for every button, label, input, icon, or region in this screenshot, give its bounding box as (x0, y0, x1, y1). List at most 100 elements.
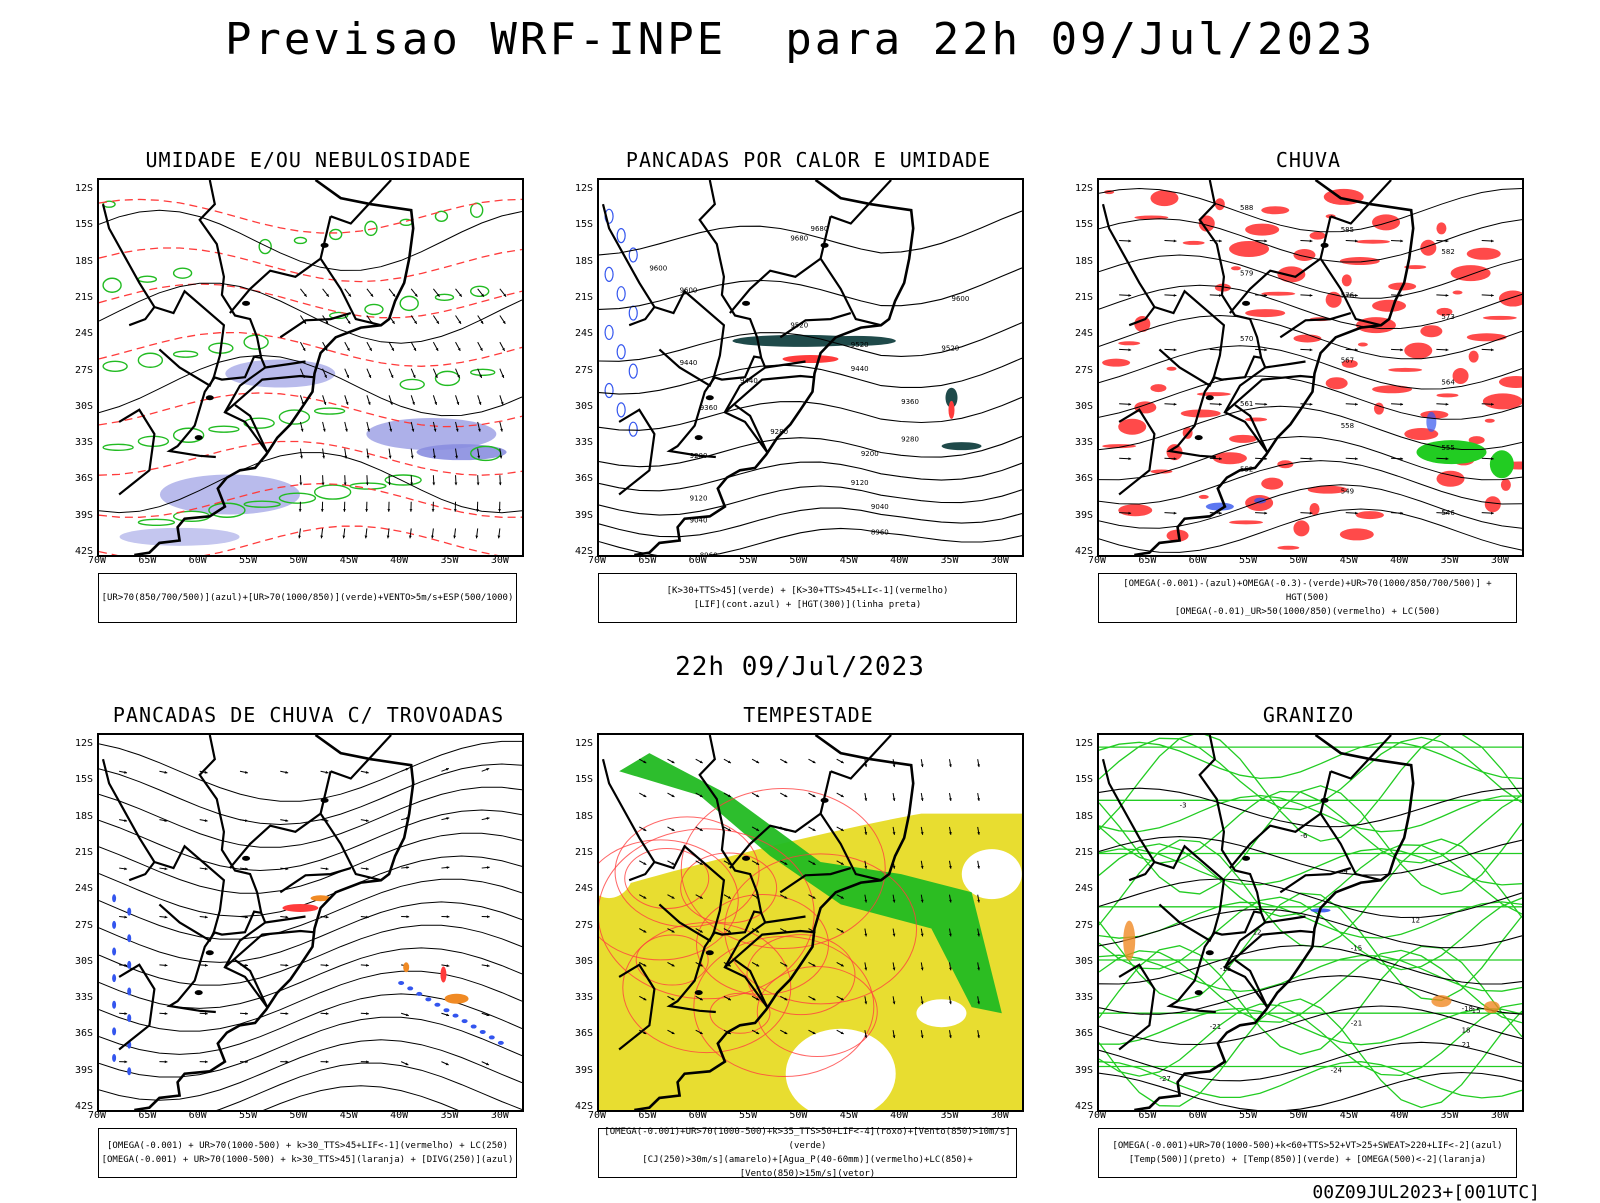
streamline-arrow-head (1400, 240, 1403, 243)
lat-tick-label: 33S (63, 992, 93, 1003)
lon-tick-label: 40W (384, 555, 414, 566)
border-line (129, 307, 154, 325)
divg-blue-area (112, 1054, 116, 1062)
humidity-blue-area (160, 475, 300, 515)
hgt300-label: 9520 (941, 345, 959, 353)
hgt300-label: 8960 (871, 528, 889, 536)
divg-blue-area (127, 961, 131, 969)
lif-blue-contour (605, 267, 613, 281)
streamline-arrow-head (406, 866, 409, 869)
streamline-arrow-head (124, 1060, 127, 1063)
temp850-green-contour (1099, 999, 1522, 1108)
temp-label: -3 (1180, 802, 1187, 810)
streamline-arrow-head (1446, 348, 1449, 351)
panel-title: PANCADAS POR CALOR E UMIDADE (557, 148, 1060, 172)
legend-box: [OMEGA(-0.001)-(azul)+OMEGA(-0.3)-(verde… (1098, 573, 1517, 623)
lat-tick-label: 24S (63, 883, 93, 894)
legend-line: [CJ(250)>30m/s](amarelo)+[Agua_P(40-60mm… (599, 1153, 1016, 1181)
rain-red-area (1483, 316, 1517, 320)
streamline-arrow-head (366, 964, 369, 967)
streamline-arrow-head (447, 915, 450, 918)
lon-tick-label: 50W (783, 1110, 813, 1121)
hgt300-label: 9200 (861, 450, 879, 458)
lon-tick-label: 65W (1132, 555, 1162, 566)
lon-tick-label: 30W (1485, 1110, 1515, 1121)
lat-tick-label: 27S (63, 365, 93, 376)
legend-line: [OMEGA(-0.001) + UR>70(1000-500) + k>30_… (99, 1139, 516, 1153)
rain-red-area (1150, 384, 1166, 392)
streamline-arrow-head (366, 1012, 369, 1015)
lon-tick-label: 50W (1283, 555, 1313, 566)
lat-tick-label: 18S (563, 811, 593, 822)
wind-vector-head (477, 482, 480, 485)
streamline-arrow-head (326, 1012, 329, 1015)
temp-label: -21 (1210, 1023, 1221, 1031)
humidity-green-contour (174, 351, 198, 357)
lat-tick-label: 39S (1063, 510, 1093, 521)
wind-vector-head (499, 482, 502, 485)
lat-tick-label: 33S (563, 437, 593, 448)
rain-red-area (1372, 214, 1400, 230)
map-canvas (99, 180, 522, 555)
lat-tick-label: 15S (63, 774, 93, 785)
lat-tick-label: 27S (1063, 920, 1093, 931)
rain-red-area (1420, 325, 1442, 337)
lif-blue-contour (629, 364, 637, 378)
humidity-green-contour (400, 379, 424, 389)
legend-box: [OMEGA(-0.001)+UR>70(1000-500)+k>35_TTS>… (598, 1128, 1017, 1178)
rain-red-area (1436, 222, 1446, 234)
lake-mark (321, 243, 329, 248)
lat-tick-label: 30S (563, 401, 593, 412)
hgt300-contour (599, 508, 1022, 537)
lif-blue-contour (617, 229, 625, 243)
divg-blue-area (127, 987, 131, 995)
lon-tick-label: 50W (1283, 1110, 1313, 1121)
temp850-green-contour (1099, 950, 1522, 1022)
lon-tick-label: 65W (632, 555, 662, 566)
rain-red-area (1197, 392, 1231, 396)
lake-mark (1195, 990, 1203, 995)
temp850-green-contour (1099, 844, 1522, 916)
lon-tick-label: 60W (683, 1110, 713, 1121)
cj250-gap (962, 849, 1022, 899)
thickness-red-dashed (99, 284, 522, 318)
streamline-arrow-head (406, 915, 409, 918)
thickness-red-dashed (99, 199, 522, 233)
lake-mark (695, 435, 703, 440)
border-line (821, 216, 881, 325)
streamline-arrow-head (1400, 348, 1403, 351)
pressure-black-contour (99, 210, 522, 270)
streamline-arrow-head (1400, 294, 1403, 297)
hgt300-contour (599, 397, 1022, 430)
streamline-arrow-head (1310, 457, 1313, 460)
lon-tick-label: 30W (1485, 555, 1515, 566)
lat-tick-label: 21S (63, 292, 93, 303)
lon-tick-label: 55W (1233, 555, 1263, 566)
lat-tick-label: 12S (563, 738, 593, 749)
divg-blue-area (112, 894, 116, 902)
panel-title: GRANIZO (1057, 703, 1560, 727)
temp-label: 21 (1462, 1041, 1471, 1049)
lake-mark (195, 435, 203, 440)
rain-red-area (1340, 528, 1374, 540)
temp-label: -15 (1351, 944, 1362, 952)
thickness-red-dashed (99, 484, 522, 518)
streamline-arrow-head (165, 1012, 168, 1015)
lat-tick-label: 18S (63, 811, 93, 822)
streamline-arrow-head (1491, 294, 1494, 297)
rain-red-area (1261, 206, 1289, 214)
streamline-arrow-head (1128, 294, 1131, 297)
divg-blue-area (416, 992, 422, 996)
lat-tick-label: 27S (563, 365, 593, 376)
lat-tick-label: 24S (563, 328, 593, 339)
map-canvas (99, 735, 522, 1110)
border-line (280, 313, 351, 337)
lat-tick-label: 36S (63, 1028, 93, 1039)
rain-red-area (1372, 385, 1412, 393)
temp-label: -27 (1159, 1075, 1170, 1083)
main-title: Previsao WRF-INPE para 22h 09/Jul/2023 (0, 14, 1600, 65)
lat-tick-label: 39S (63, 1065, 93, 1076)
lon-tick-label: 50W (783, 555, 813, 566)
lon-tick-label: 50W (283, 555, 313, 566)
lon-tick-label: 55W (1233, 1110, 1263, 1121)
